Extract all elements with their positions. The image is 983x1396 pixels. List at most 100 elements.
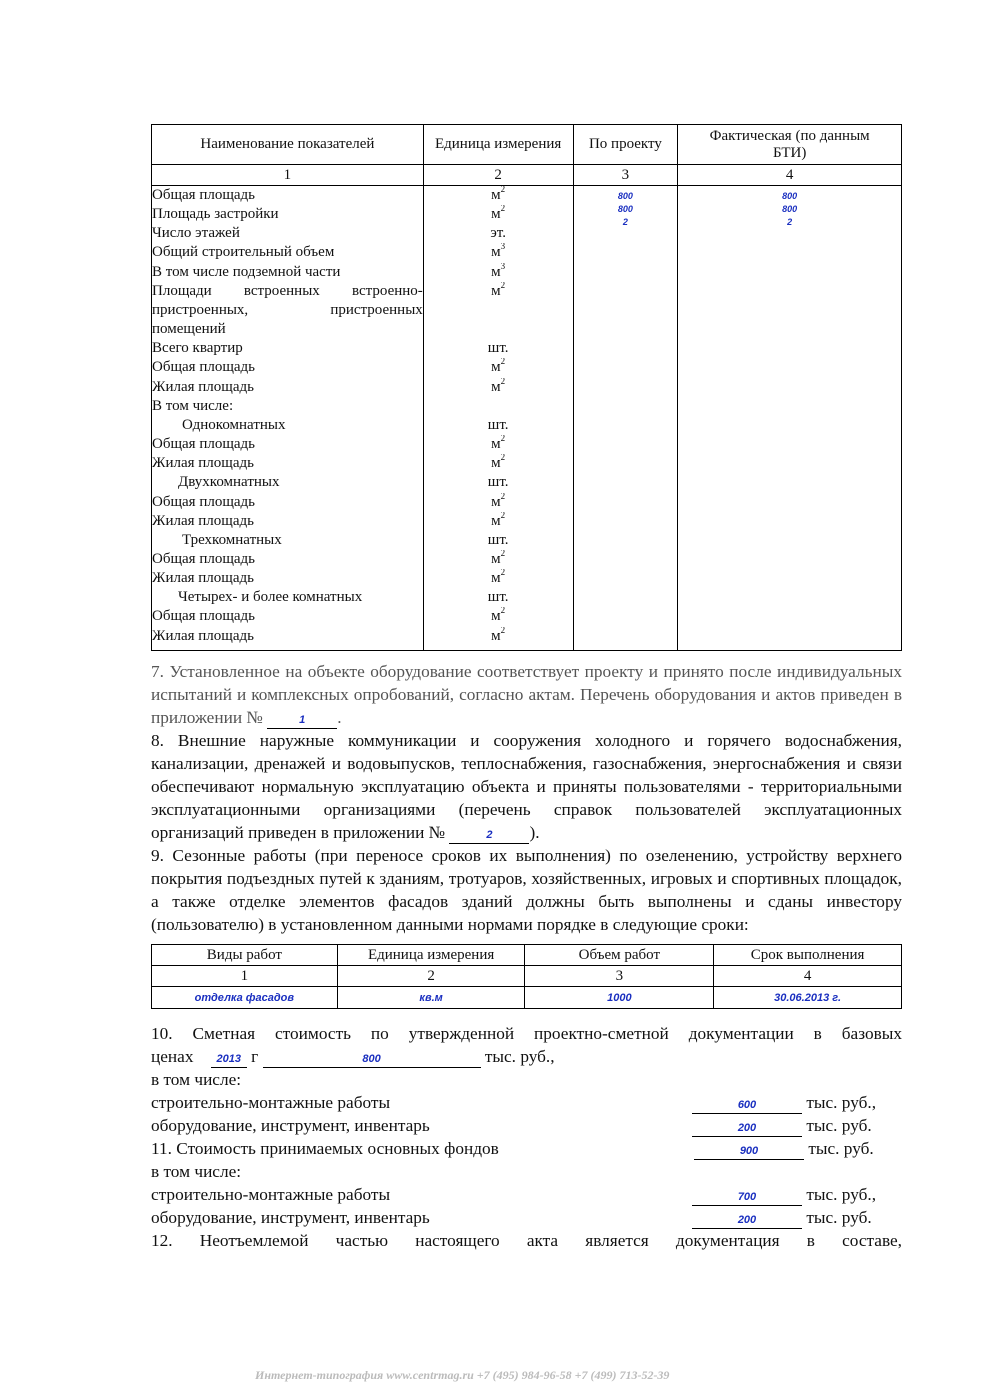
indicator-unit: м2 [424,435,573,454]
header-cell: Наименование показателей [151,124,424,165]
unit: тыс. руб. [806,1208,872,1227]
unit-text: м [491,187,501,203]
year-value: 2013 [216,1053,241,1065]
unit-text: м [491,263,501,280]
section-12-text: 12. Неотъемлемой частью настоящего акта … [151,1231,902,1250]
value: 900 [739,1145,759,1157]
section-10-text: 10. Сметная стоимость по утвержденной пр… [151,1024,902,1043]
unit-exponent: 2 [500,549,506,558]
amount-field: 800 [262,1050,481,1068]
indicator-name-line: Площади встроенных встроенно- [152,282,423,301]
unit-text: шт. [487,589,509,606]
indicator-name: Число этажей [152,225,240,242]
cost-item: строительно-монтажные работы 600 тыс. ру… [151,1091,902,1114]
unit-exponent: 2 [500,205,506,214]
indicator-unit: м3 [424,263,573,282]
col-number: 2 [422,164,574,186]
indicator-name: Общая площадь [152,359,256,376]
section-7: 7. Установленное на объекте оборудование… [151,660,902,729]
indicator-name-line: пристроенных, пристроенных [152,301,423,320]
work-unit: кв.м [419,992,443,1004]
indicator-unit [424,397,573,416]
unit-text: шт. [487,531,509,548]
cost-item: строительно-монтажные работы 700 тыс. ру… [151,1183,902,1206]
indicator-name-line: помещений [152,321,226,338]
header-cell: Единица измерения [422,124,574,165]
indicator-name: Двухкомнатных [178,474,280,491]
section-7-text: 7. Установленное на объекте оборудование… [151,662,902,727]
indicator-name: Трехкомнатных [182,531,282,548]
unit-text: м [491,244,501,261]
section-9: 9. Сезонные работы (при переносе сроков … [151,846,902,934]
unit: тыс. руб. [806,1116,872,1135]
punct: ). [529,823,540,842]
unit-exponent: 2 [500,511,506,520]
header-cell: Единица измерения [336,944,526,966]
indicator-unit: шт. [424,473,573,492]
word: Площади [152,282,212,299]
indicator-unit: м2 [424,607,573,626]
cost-item-value: 200 тыс. руб. [692,1206,872,1229]
work-volume: 1000 [607,992,632,1004]
section-10-line2: ценах 2013 г 800 тыс. руб., [151,1045,902,1068]
unit: тыс. руб. [808,1139,874,1158]
unit-exponent: 2 [500,435,506,444]
cost-item-label: оборудование, инструмент, инвентарь [151,1116,430,1135]
project-value: 800 [617,204,633,214]
cost-item-label: строительно-монтажные работы [151,1185,391,1204]
cost-item-value: 700 тыс. руб., [692,1183,876,1206]
indicator-unit: м2 [424,205,573,224]
unit-text: м [491,550,501,567]
unit-label: тыс. руб., [484,1047,555,1066]
cost-item: оборудование, инструмент, инвентарь 200 … [151,1114,902,1137]
indicator-unit: м2 [424,550,573,569]
including-label: в том числе: [151,1070,242,1089]
unit-exponent: 2 [500,626,506,635]
unit-exponent: 2 [500,607,506,616]
seasonal-works-table: Виды работ Единица измерения Объем работ… [151,944,902,1009]
unit-text: шт. [487,416,509,433]
unit-text: м [491,282,501,299]
indicator-unit: шт. [424,416,573,435]
appendix-field: 1 [267,711,338,729]
indicator-name: Общая площадь [152,550,256,567]
unit-text: м [491,359,501,376]
header-cell: Объем работ [524,944,715,966]
indicator-unit: м2 [424,378,573,397]
actual-value: 800 [782,191,798,201]
header-cell: Срок выполнения [713,944,902,966]
col-number: 3 [572,164,679,186]
unit: тыс. руб., [806,1185,877,1204]
unit-exponent: 2 [500,569,506,578]
units-column: м2 м2 эт. м3 м3 м2 шт. м2 м2 шт. м2 м2 шт. м2 м2 шт. м2 м… [422,185,574,651]
unit-exponent: 2 [500,454,506,463]
unit-exponent: 2 [500,377,506,386]
indicator-name: Жилая площадь [152,378,254,395]
appendix-number: 2 [486,829,493,841]
appendix-number: 1 [299,714,306,726]
indicator-unit: м2 [424,358,573,377]
indicator-name: Жилая площадь [152,512,254,529]
cost-item-label: оборудование, инструмент, инвентарь [151,1208,430,1227]
year-field: 2013 [210,1050,247,1068]
appendix-field: 2 [449,826,530,844]
header-cell: Фактическая (по данным БТИ) [677,124,902,165]
col-number: 1 [151,164,424,186]
value: 600 [737,1099,757,1111]
unit: тыс. руб., [806,1093,877,1112]
value: 700 [737,1191,757,1203]
fixed-assets-value: 900 тыс. руб. [694,1137,874,1160]
indicator-name: Однокомнатных [182,416,286,433]
header-cell: Виды работ [151,944,338,966]
indicator-unit: м2 [424,454,573,473]
unit-exponent: 3 [500,243,506,252]
value: 200 [737,1214,757,1226]
cost-item-value: 600 тыс. руб., [692,1091,876,1114]
unit-text: эт. [490,225,506,242]
names-column: Общая площадь Площадь застройки Число этаж… [151,185,424,651]
indicator-name: Общая площадь [152,187,256,203]
indicator-name: Всего квартир [152,340,243,357]
unit-exponent: 2 [500,186,506,194]
header-cell: По проекту [572,124,679,165]
document-body: 7. Установленное на объекте оборудование… [151,660,902,1252]
